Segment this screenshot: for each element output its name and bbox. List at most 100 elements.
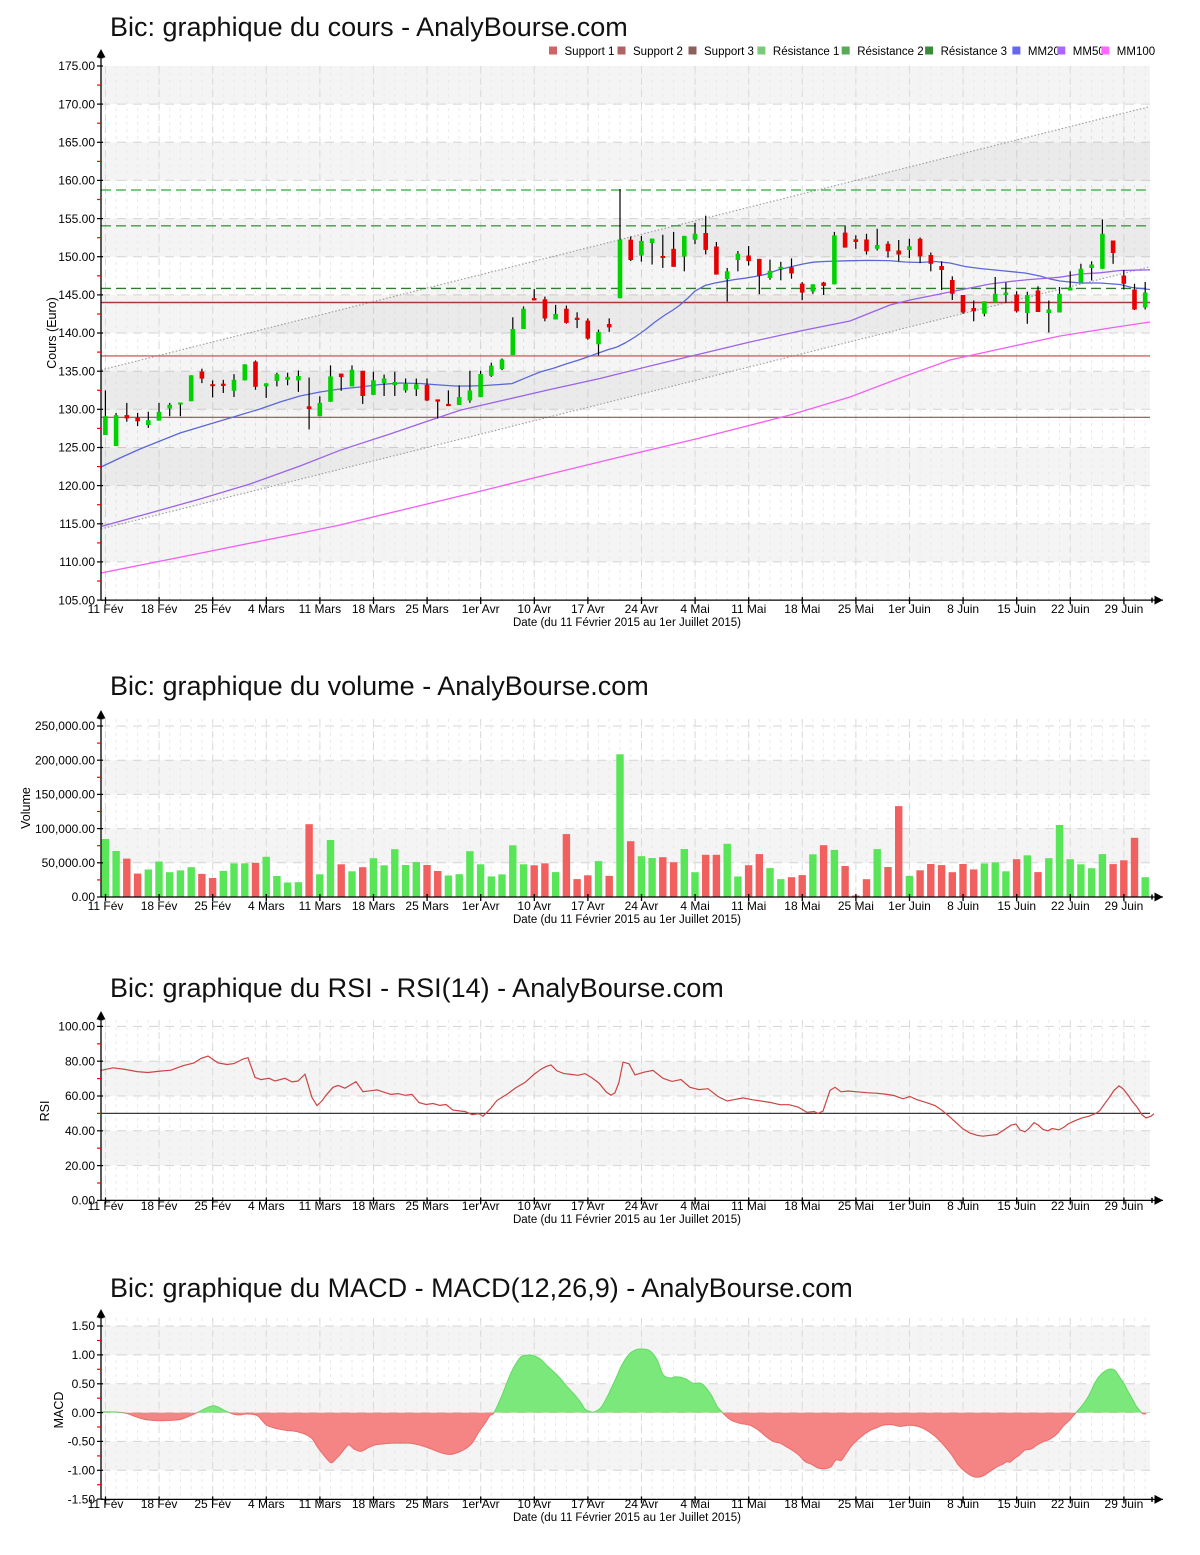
svg-text:18 Mai: 18 Mai <box>784 602 820 616</box>
svg-text:11 Mai: 11 Mai <box>731 899 766 913</box>
svg-text:Date (du 11 Février 2015 au 1e: Date (du 11 Février 2015 au 1er Juillet … <box>513 617 741 629</box>
svg-text:25 Mars: 25 Mars <box>405 899 448 913</box>
svg-text:40.00: 40.00 <box>65 1124 95 1138</box>
svg-text:Support 2: Support 2 <box>633 46 683 58</box>
svg-text:Date (du 11 Février 2015 au 1e: Date (du 11 Février 2015 au 1er Juillet … <box>513 1214 741 1226</box>
svg-text:150,000.00: 150,000.00 <box>35 788 95 802</box>
svg-text:18 Mai: 18 Mai <box>784 1199 820 1213</box>
svg-text:4 Mars: 4 Mars <box>248 602 285 616</box>
svg-text:Bic: graphique du cours - Anal: Bic: graphique du cours - AnalyBourse.co… <box>110 12 628 42</box>
svg-text:135.00: 135.00 <box>58 364 95 378</box>
svg-text:22 Juin: 22 Juin <box>1051 899 1090 913</box>
svg-text:11 Mai: 11 Mai <box>731 1497 766 1511</box>
svg-text:17 Avr: 17 Avr <box>571 1199 605 1213</box>
svg-text:MM100: MM100 <box>1117 46 1155 58</box>
svg-text:18 Mai: 18 Mai <box>784 899 820 913</box>
svg-text:25 Mars: 25 Mars <box>405 1497 448 1511</box>
svg-text:1er Avr: 1er Avr <box>462 899 500 913</box>
svg-text:160.00: 160.00 <box>58 174 95 188</box>
svg-text:1er Juin: 1er Juin <box>888 1497 931 1511</box>
svg-text:MACD: MACD <box>52 1392 66 1429</box>
svg-text:17 Avr: 17 Avr <box>571 899 605 913</box>
svg-text:10 Avr: 10 Avr <box>517 1497 551 1511</box>
svg-text:100,000.00: 100,000.00 <box>35 822 95 836</box>
svg-text:Date (du 11 Février 2015 au 1e: Date (du 11 Février 2015 au 1er Juillet … <box>513 1512 741 1524</box>
svg-text:18 Fév: 18 Fév <box>141 602 178 616</box>
svg-text:Support 3: Support 3 <box>704 46 754 58</box>
svg-text:15 Juin: 15 Juin <box>997 1497 1036 1511</box>
svg-text:25 Mai: 25 Mai <box>838 602 874 616</box>
svg-text:18 Mai: 18 Mai <box>784 1497 820 1511</box>
svg-text:22 Juin: 22 Juin <box>1051 602 1090 616</box>
svg-text:10 Avr: 10 Avr <box>517 899 551 913</box>
svg-text:25 Fév: 25 Fév <box>194 899 231 913</box>
svg-text:4 Mai: 4 Mai <box>680 602 709 616</box>
svg-text:25 Fév: 25 Fév <box>194 1497 231 1511</box>
svg-text:1er Avr: 1er Avr <box>462 1199 500 1213</box>
svg-text:11 Fév: 11 Fév <box>88 899 124 913</box>
svg-text:15 Juin: 15 Juin <box>997 602 1036 616</box>
svg-text:4 Mars: 4 Mars <box>248 899 285 913</box>
svg-text:11 Mai: 11 Mai <box>731 1199 766 1213</box>
svg-text:8 Juin: 8 Juin <box>947 602 979 616</box>
svg-text:4 Mai: 4 Mai <box>680 1199 709 1213</box>
svg-text:20.00: 20.00 <box>65 1159 95 1173</box>
svg-text:0.00: 0.00 <box>72 1406 96 1420</box>
svg-text:MM20: MM20 <box>1028 46 1060 58</box>
svg-text:Support 1: Support 1 <box>565 46 615 58</box>
svg-text:Bic: graphique du volume - Ana: Bic: graphique du volume - AnalyBourse.c… <box>110 671 649 701</box>
svg-text:25 Mai: 25 Mai <box>838 1497 874 1511</box>
svg-text:4 Mars: 4 Mars <box>248 1497 285 1511</box>
svg-text:11 Fév: 11 Fév <box>88 1199 124 1213</box>
svg-text:125.00: 125.00 <box>58 441 95 455</box>
svg-text:18 Mars: 18 Mars <box>352 602 395 616</box>
svg-text:10 Avr: 10 Avr <box>517 1199 551 1213</box>
svg-text:0.00: 0.00 <box>72 890 96 904</box>
svg-text:170.00: 170.00 <box>58 97 95 111</box>
svg-text:1er Avr: 1er Avr <box>462 602 500 616</box>
svg-text:200,000.00: 200,000.00 <box>35 753 95 767</box>
svg-text:1er Juin: 1er Juin <box>888 899 931 913</box>
svg-text:Bic: graphique du RSI - RSI(14: Bic: graphique du RSI - RSI(14) - AnalyB… <box>110 973 724 1003</box>
svg-text:100.00: 100.00 <box>58 1020 95 1034</box>
svg-text:Bic: graphique du MACD - MACD(: Bic: graphique du MACD - MACD(12,26,9) -… <box>110 1273 853 1303</box>
svg-text:1.50: 1.50 <box>72 1319 96 1333</box>
svg-text:17 Avr: 17 Avr <box>571 1497 605 1511</box>
svg-text:11 Mai: 11 Mai <box>731 602 766 616</box>
svg-text:115.00: 115.00 <box>59 517 95 531</box>
svg-text:25 Mai: 25 Mai <box>838 899 874 913</box>
svg-text:24 Avr: 24 Avr <box>625 602 659 616</box>
svg-text:1er Juin: 1er Juin <box>888 1199 931 1213</box>
svg-text:4 Mars: 4 Mars <box>248 1199 285 1213</box>
svg-text:1.00: 1.00 <box>72 1348 96 1362</box>
svg-text:18 Fév: 18 Fév <box>141 1497 178 1511</box>
svg-text:24 Avr: 24 Avr <box>625 1199 659 1213</box>
svg-text:22 Juin: 22 Juin <box>1051 1497 1090 1511</box>
svg-text:11 Mars: 11 Mars <box>299 1497 341 1511</box>
svg-text:RSI: RSI <box>38 1101 52 1122</box>
svg-text:-0.50: -0.50 <box>68 1435 96 1449</box>
svg-text:18 Mars: 18 Mars <box>352 1497 395 1511</box>
svg-text:250,000.00: 250,000.00 <box>35 719 95 733</box>
svg-text:11 Mars: 11 Mars <box>299 899 341 913</box>
svg-text:29 Juin: 29 Juin <box>1105 602 1144 616</box>
svg-text:Cours (Euro): Cours (Euro) <box>45 297 59 369</box>
svg-text:18 Mars: 18 Mars <box>352 899 395 913</box>
svg-text:1er Juin: 1er Juin <box>888 602 931 616</box>
svg-text:MM50: MM50 <box>1073 46 1105 58</box>
svg-text:4 Mai: 4 Mai <box>680 1497 709 1511</box>
svg-text:Volume: Volume <box>19 787 33 829</box>
svg-text:Résistance 3: Résistance 3 <box>941 46 1007 58</box>
svg-text:155.00: 155.00 <box>58 212 95 226</box>
svg-text:29 Juin: 29 Juin <box>1105 1497 1144 1511</box>
svg-text:140.00: 140.00 <box>58 326 95 340</box>
svg-text:8 Juin: 8 Juin <box>947 1497 979 1511</box>
svg-text:110.00: 110.00 <box>59 555 95 569</box>
svg-text:120.00: 120.00 <box>58 479 95 493</box>
svg-text:105.00: 105.00 <box>58 593 95 607</box>
svg-text:10 Avr: 10 Avr <box>517 602 551 616</box>
svg-text:11 Fév: 11 Fév <box>88 602 124 616</box>
svg-text:175.00: 175.00 <box>58 59 95 73</box>
svg-text:Résistance 2: Résistance 2 <box>857 46 923 58</box>
svg-text:25 Fév: 25 Fév <box>194 1199 231 1213</box>
